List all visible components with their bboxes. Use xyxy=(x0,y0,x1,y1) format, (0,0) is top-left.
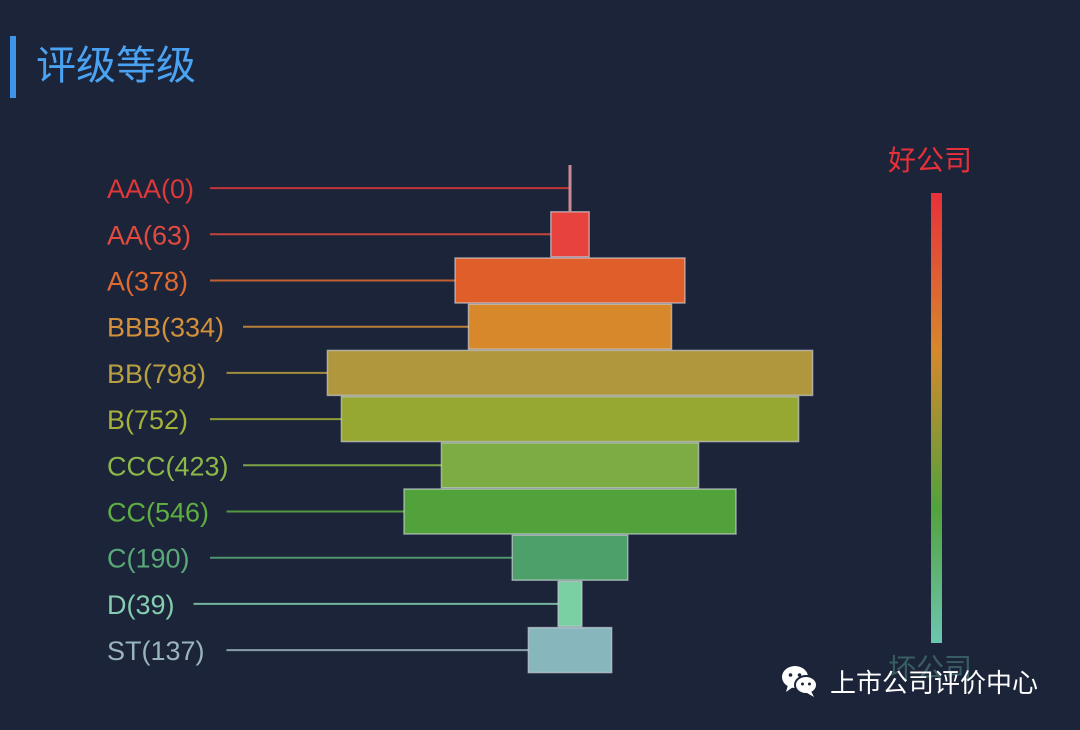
bar-c xyxy=(511,534,629,581)
bar-bbb xyxy=(467,303,673,350)
bar-ccc xyxy=(440,442,700,489)
page-title: 评级等级 xyxy=(36,43,196,89)
rating-label-st: ST(137) xyxy=(107,636,205,666)
rating-label-aaa: AAA(0) xyxy=(107,174,194,204)
rating-label-d: D(39) xyxy=(107,590,175,620)
rating-color-scale-bar xyxy=(931,193,942,643)
scale-top-label: 好公司 xyxy=(888,144,972,177)
scale-bottom-label: 坏公司 xyxy=(888,652,972,685)
bar-bb xyxy=(326,349,814,397)
bar-aa xyxy=(550,211,590,258)
bar-st xyxy=(527,626,613,674)
rating-label-ccc: CCC(423) xyxy=(107,451,229,481)
rating-label-c: C(190) xyxy=(107,544,190,574)
bar-a xyxy=(454,257,686,304)
title-accent-bar xyxy=(10,36,16,98)
rating-label-aa: AA(63) xyxy=(107,220,191,250)
rating-label-a: A(378) xyxy=(107,267,188,297)
bar-d xyxy=(557,580,583,628)
watermark-text: 上市公司评价中心 xyxy=(830,668,1039,699)
rating-label-bbb: BBB(334) xyxy=(107,313,224,343)
bar-b xyxy=(340,395,800,443)
rating-label-bb: BB(798) xyxy=(107,359,206,389)
bar-cc xyxy=(403,488,737,535)
rating-label-cc: CC(546) xyxy=(107,498,209,528)
watermark: 上市公司评价中心 xyxy=(780,656,1038,706)
rating-label-b: B(752) xyxy=(107,405,188,435)
bar-aaa xyxy=(568,165,572,212)
wechat-icon xyxy=(782,666,818,697)
